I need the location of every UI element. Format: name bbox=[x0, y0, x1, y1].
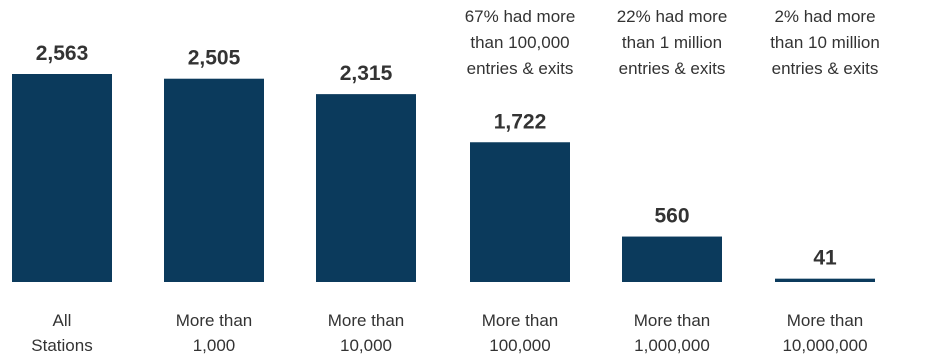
bar-5 bbox=[775, 278, 875, 282]
annotation-3-0: 67% had more bbox=[465, 7, 576, 26]
category-label-3-1: 100,000 bbox=[489, 336, 550, 355]
category-label-3-0: More than bbox=[482, 311, 559, 330]
annotation-3-2: entries & exits bbox=[467, 59, 574, 78]
category-label-5-0: More than bbox=[787, 311, 864, 330]
annotation-3-1: than 100,000 bbox=[470, 33, 569, 52]
category-label-5-1: 10,000,000 bbox=[782, 336, 867, 355]
bar-3 bbox=[470, 142, 570, 282]
value-label-2: 2,315 bbox=[340, 62, 393, 85]
bar-0 bbox=[12, 74, 112, 282]
annotation-5-0: 2% had more bbox=[774, 7, 875, 26]
category-label-1-0: More than bbox=[176, 311, 253, 330]
category-label-2-0: More than bbox=[328, 311, 405, 330]
annotation-4-2: entries & exits bbox=[619, 59, 726, 78]
bar-4 bbox=[622, 236, 722, 282]
annotation-4-0: 22% had more bbox=[617, 7, 728, 26]
category-label-0-0: All bbox=[53, 311, 72, 330]
bar-2 bbox=[316, 94, 416, 283]
category-label-4-0: More than bbox=[634, 311, 711, 330]
category-label-1-1: 1,000 bbox=[193, 336, 236, 355]
value-label-1: 2,505 bbox=[188, 47, 241, 70]
value-label-5: 41 bbox=[813, 247, 837, 270]
annotation-5-1: than 10 million bbox=[770, 33, 880, 52]
category-label-4-1: 1,000,000 bbox=[634, 336, 710, 355]
category-label-0-1: Stations bbox=[31, 336, 92, 355]
value-label-4: 560 bbox=[654, 205, 689, 228]
value-label-0: 2,563 bbox=[36, 42, 89, 65]
bar-1 bbox=[164, 78, 264, 282]
annotation-4-1: than 1 million bbox=[622, 33, 722, 52]
annotation-5-2: entries & exits bbox=[772, 59, 879, 78]
category-label-2-1: 10,000 bbox=[340, 336, 392, 355]
value-label-3: 1,722 bbox=[494, 110, 547, 133]
